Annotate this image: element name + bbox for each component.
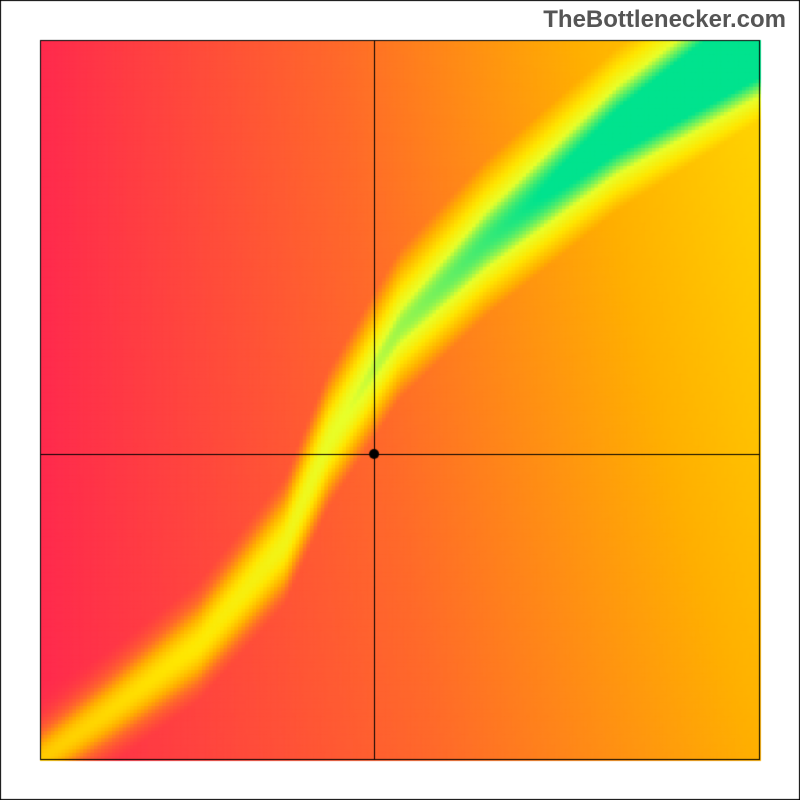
heatmap-canvas [0,0,800,800]
bottleneck-heatmap-chart: TheBottlenecker.com [0,0,800,800]
watermark-text: TheBottlenecker.com [543,6,786,34]
